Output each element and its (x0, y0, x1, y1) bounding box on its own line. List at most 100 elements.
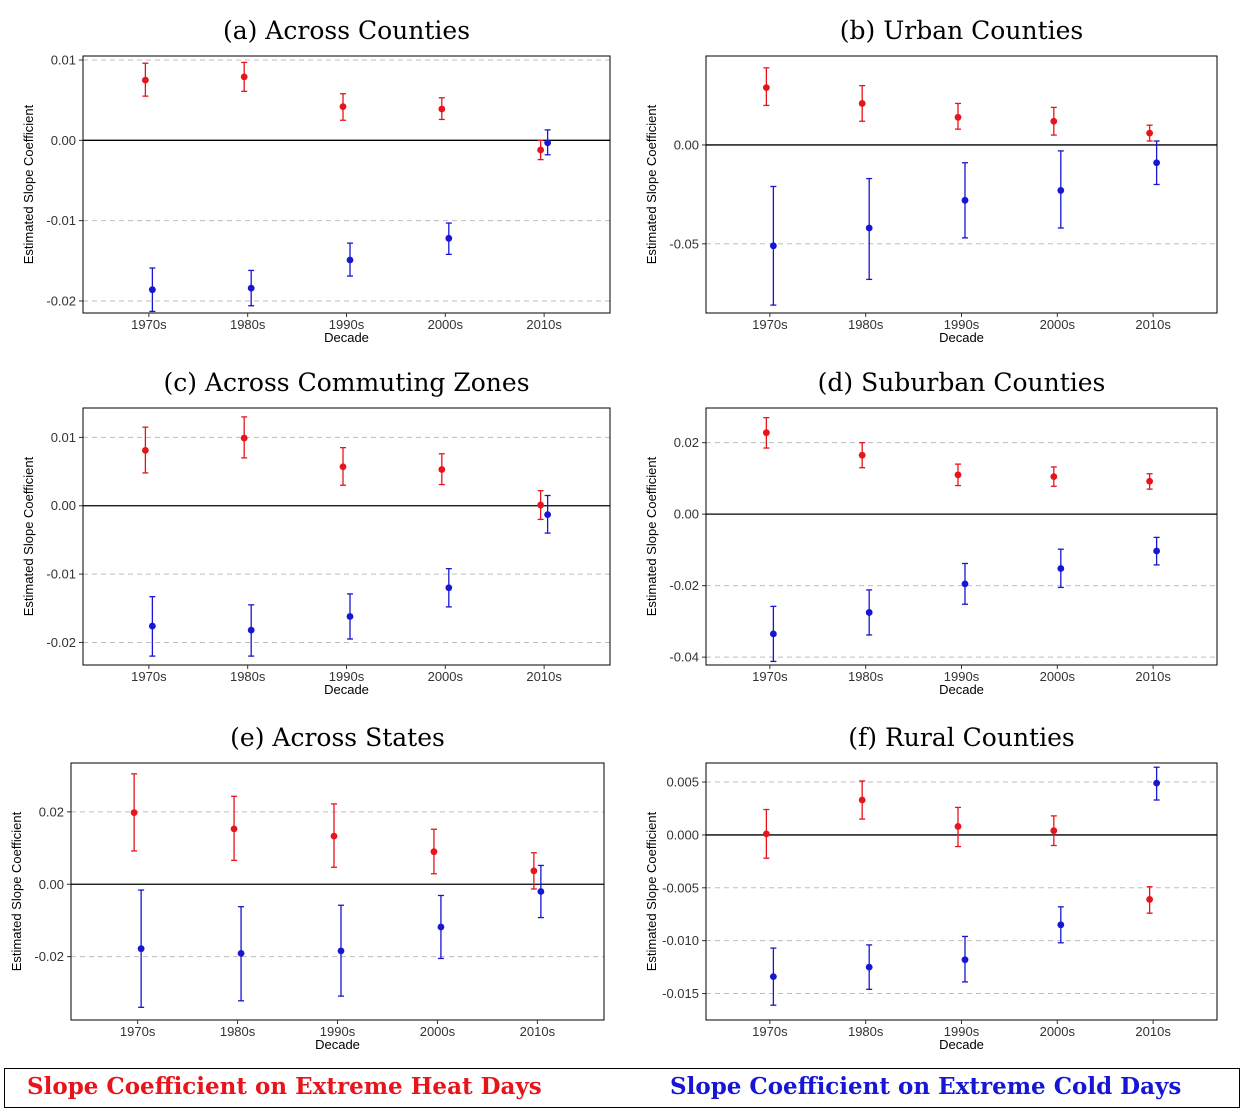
cold-point (247, 284, 255, 292)
y-axis-label: Estimated Slope Coefficient (9, 811, 24, 971)
x-tick-label: 2000s (428, 669, 464, 684)
heat-point (230, 825, 238, 833)
y-tick-label: -0.02 (34, 949, 64, 964)
heat-point (1146, 129, 1154, 137)
cold-point (337, 947, 345, 955)
cold-point (1153, 547, 1161, 555)
cold-point (769, 242, 777, 250)
cold-point (961, 580, 969, 588)
chart-title: (e) Across States (230, 723, 445, 752)
y-tick-label: 0.02 (39, 804, 64, 819)
x-axis-label: Decade (939, 1037, 984, 1052)
y-tick-label: -0.02 (669, 578, 699, 593)
y-axis-label: Estimated Slope Coefficient (644, 456, 659, 616)
x-axis-label: Decade (939, 682, 984, 697)
heat-point (537, 146, 545, 154)
heat-point (1146, 896, 1154, 903)
plot-frame (705, 762, 1218, 1021)
y-tick-label: -0.010 (662, 933, 699, 948)
heat-point (430, 848, 438, 856)
cold-point (237, 949, 245, 957)
cold-point (346, 613, 354, 620)
x-tick-label: 2000s (428, 317, 464, 332)
cold-point (537, 888, 545, 895)
x-tick-label: 1980s (848, 669, 884, 684)
heat-point (858, 451, 866, 459)
y-axis-label: Estimated Slope Coefficient (21, 456, 36, 616)
x-axis-label: Decade (315, 1037, 360, 1052)
x-tick-label: 2000s (1040, 1024, 1076, 1039)
heat-point (762, 830, 770, 838)
x-tick-label: 2010s (1135, 669, 1171, 684)
y-tick-label: 0.00 (674, 137, 699, 152)
heat-point (954, 471, 962, 479)
chart-panel-2: (b) Urban Counties 0.00 -0.05 1970s 1980s 199… (644, 16, 1218, 345)
heat-point (1050, 117, 1058, 125)
x-tick-label: 2010s (526, 669, 562, 684)
x-tick-label: 2010s (520, 1024, 556, 1039)
cold-point (544, 139, 552, 147)
heat-point (339, 103, 347, 110)
y-tick-label: -0.02 (46, 293, 76, 308)
heat-point (240, 434, 248, 442)
cold-point (544, 511, 552, 519)
plot-frame (82, 55, 611, 314)
cold-point (346, 256, 354, 264)
y-tick-label: -0.04 (669, 650, 699, 665)
x-tick-label: 1980s (230, 317, 266, 332)
y-tick-label: 0.01 (51, 53, 76, 68)
heat-point (240, 73, 248, 81)
heat-point (1146, 477, 1154, 485)
x-tick-label: 1990s (320, 1024, 356, 1039)
plot-frame (82, 407, 611, 666)
chart-title: (c) Across Commuting Zones (163, 368, 529, 397)
x-tick-label: 2010s (1135, 317, 1171, 332)
x-tick-label: 1990s (329, 669, 365, 684)
x-tick-label: 1970s (752, 1024, 788, 1039)
heat-point (141, 446, 149, 454)
cold-point (445, 584, 453, 592)
cold-point (769, 630, 777, 638)
heat-point (530, 867, 538, 875)
cold-point (865, 609, 873, 616)
x-tick-label: 1970s (120, 1024, 156, 1039)
y-tick-label: 0.005 (666, 775, 699, 790)
cold-point (865, 224, 873, 232)
y-tick-label: -0.005 (662, 880, 699, 895)
y-tick-label: -0.01 (46, 567, 76, 582)
x-axis-label: Decade (939, 330, 984, 345)
heat-point (1050, 473, 1058, 481)
plot-frame (705, 55, 1218, 314)
x-tick-label: 1970s (131, 669, 167, 684)
heat-point (762, 84, 770, 92)
y-tick-label: 0.00 (39, 877, 64, 892)
chart-title: (b) Urban Counties (840, 16, 1083, 45)
cold-point (1153, 779, 1161, 787)
heat-point (537, 501, 545, 509)
legend: Slope Coefficient on Extreme Heat Days S… (4, 1068, 1240, 1108)
chart-panel-5: (e) Across States 0.02 0.00 -0.02 1970s 1980s… (9, 723, 605, 1052)
y-tick-label: -0.02 (46, 635, 76, 650)
x-tick-label: 2000s (1040, 669, 1076, 684)
y-axis-label: Estimated Slope Coefficient (21, 104, 36, 264)
x-tick-label: 1970s (752, 317, 788, 332)
cold-point (148, 286, 156, 294)
cold-point (961, 956, 969, 964)
cold-point (247, 626, 255, 634)
heat-point (438, 466, 446, 473)
cold-point (137, 945, 145, 953)
cold-point (865, 963, 873, 971)
heat-point (954, 113, 962, 121)
y-tick-label: 0.01 (51, 430, 76, 445)
x-tick-label: 2000s (420, 1024, 456, 1039)
cold-point (769, 973, 777, 981)
heat-point (954, 823, 962, 830)
heat-point (339, 463, 347, 471)
y-tick-label: 0.000 (666, 827, 699, 842)
x-tick-label: 2010s (526, 317, 562, 332)
x-tick-label: 1990s (944, 669, 980, 684)
chart-panel-4: (d) Suburban Counties 0.02 0.00 -0.02 -0.04 1… (644, 368, 1218, 697)
x-axis-label: Decade (324, 682, 369, 697)
legend-cold-label: Slope Coefficient on Extreme Cold Days (670, 1073, 1182, 1100)
heat-point (141, 76, 149, 84)
